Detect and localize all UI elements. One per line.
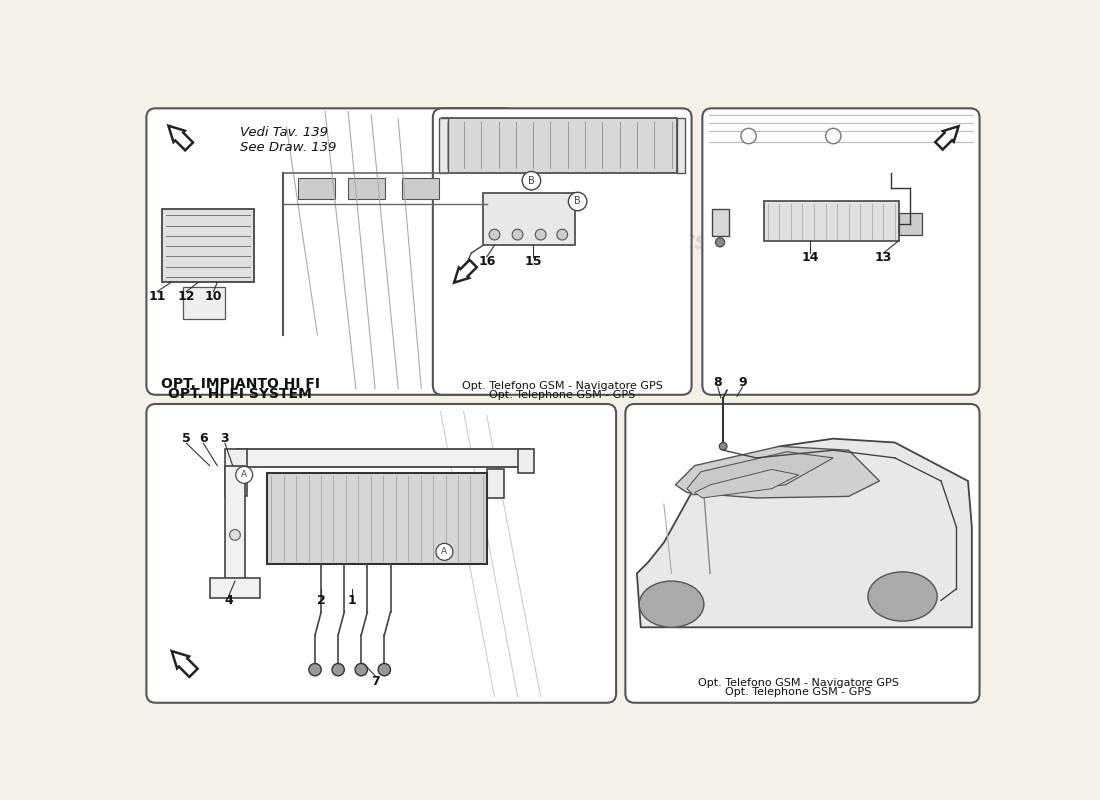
Circle shape (230, 530, 241, 540)
Text: OPT. IMPIANTO HI FI: OPT. IMPIANTO HI FI (161, 377, 320, 391)
Text: 5: 5 (183, 432, 190, 445)
Circle shape (355, 663, 367, 676)
Bar (298, 178, 336, 199)
Text: 7: 7 (371, 674, 380, 688)
FancyBboxPatch shape (703, 108, 980, 394)
Text: Opt. Telephone GSM - GPS: Opt. Telephone GSM - GPS (490, 390, 636, 400)
Ellipse shape (639, 581, 704, 627)
Bar (442, 118, 676, 173)
Circle shape (522, 171, 541, 190)
Bar (267, 474, 486, 564)
Circle shape (332, 663, 344, 676)
Polygon shape (695, 470, 799, 498)
Polygon shape (675, 446, 880, 498)
Text: See Draw. 139: See Draw. 139 (241, 141, 337, 154)
Polygon shape (637, 438, 972, 627)
Polygon shape (686, 452, 834, 495)
Circle shape (309, 663, 321, 676)
FancyBboxPatch shape (433, 108, 692, 394)
Text: 9: 9 (738, 376, 747, 389)
Circle shape (557, 230, 568, 240)
Text: A: A (441, 547, 448, 556)
Bar (763, 201, 899, 241)
Circle shape (569, 192, 587, 210)
Text: Opt. Telefono GSM - Navigatore GPS: Opt. Telefono GSM - Navigatore GPS (462, 382, 662, 391)
Text: 8: 8 (714, 376, 722, 389)
Text: 11: 11 (148, 290, 166, 302)
Bar (209, 578, 260, 598)
Text: 1: 1 (348, 594, 356, 607)
Bar (348, 178, 385, 199)
Bar (439, 118, 449, 173)
Text: A: A (241, 470, 248, 479)
Circle shape (235, 466, 253, 483)
Text: OPT. HI FI SYSTEM: OPT. HI FI SYSTEM (168, 387, 312, 401)
Text: B: B (528, 176, 535, 186)
Text: 13: 13 (874, 251, 892, 264)
Bar (899, 213, 922, 234)
Polygon shape (454, 260, 476, 282)
Circle shape (436, 543, 453, 560)
Bar (517, 449, 535, 474)
Circle shape (825, 128, 842, 144)
Circle shape (719, 442, 727, 450)
Circle shape (490, 230, 499, 240)
Text: 6: 6 (199, 432, 208, 445)
Text: Opt. Telephone GSM - GPS: Opt. Telephone GSM - GPS (726, 687, 871, 697)
Text: Vedi Tav. 139: Vedi Tav. 139 (241, 126, 329, 139)
Bar (162, 209, 254, 282)
Text: 10: 10 (205, 290, 222, 302)
Text: 12: 12 (178, 290, 195, 302)
Text: eurosparts: eurosparts (695, 530, 848, 554)
Polygon shape (935, 126, 958, 150)
Bar (224, 449, 246, 496)
Bar (183, 287, 224, 319)
FancyBboxPatch shape (146, 404, 616, 702)
Circle shape (513, 230, 522, 240)
Ellipse shape (868, 572, 937, 621)
Text: 14: 14 (802, 251, 818, 264)
Text: 4: 4 (224, 594, 233, 607)
Bar (486, 469, 504, 498)
Text: Opt. Telefono GSM - Navigatore GPS: Opt. Telefono GSM - Navigatore GPS (698, 678, 899, 688)
Text: 16: 16 (478, 255, 495, 268)
Circle shape (741, 128, 757, 144)
Text: eurosparts: eurosparts (218, 230, 371, 254)
Bar (236, 449, 529, 467)
Bar (676, 118, 684, 173)
Polygon shape (168, 126, 192, 150)
Text: eurosparts: eurosparts (557, 230, 710, 254)
FancyBboxPatch shape (146, 108, 515, 394)
Text: 15: 15 (525, 255, 541, 268)
FancyBboxPatch shape (625, 404, 980, 702)
Bar (224, 466, 245, 581)
Text: 3: 3 (221, 432, 229, 445)
Text: B: B (574, 197, 581, 206)
Bar (712, 209, 728, 236)
Polygon shape (172, 651, 198, 677)
Text: 2: 2 (317, 594, 326, 607)
Text: eurosparts: eurosparts (218, 530, 371, 554)
Bar (483, 193, 575, 246)
Bar (403, 178, 439, 199)
Circle shape (536, 230, 546, 240)
Circle shape (715, 238, 725, 247)
Circle shape (378, 663, 390, 676)
